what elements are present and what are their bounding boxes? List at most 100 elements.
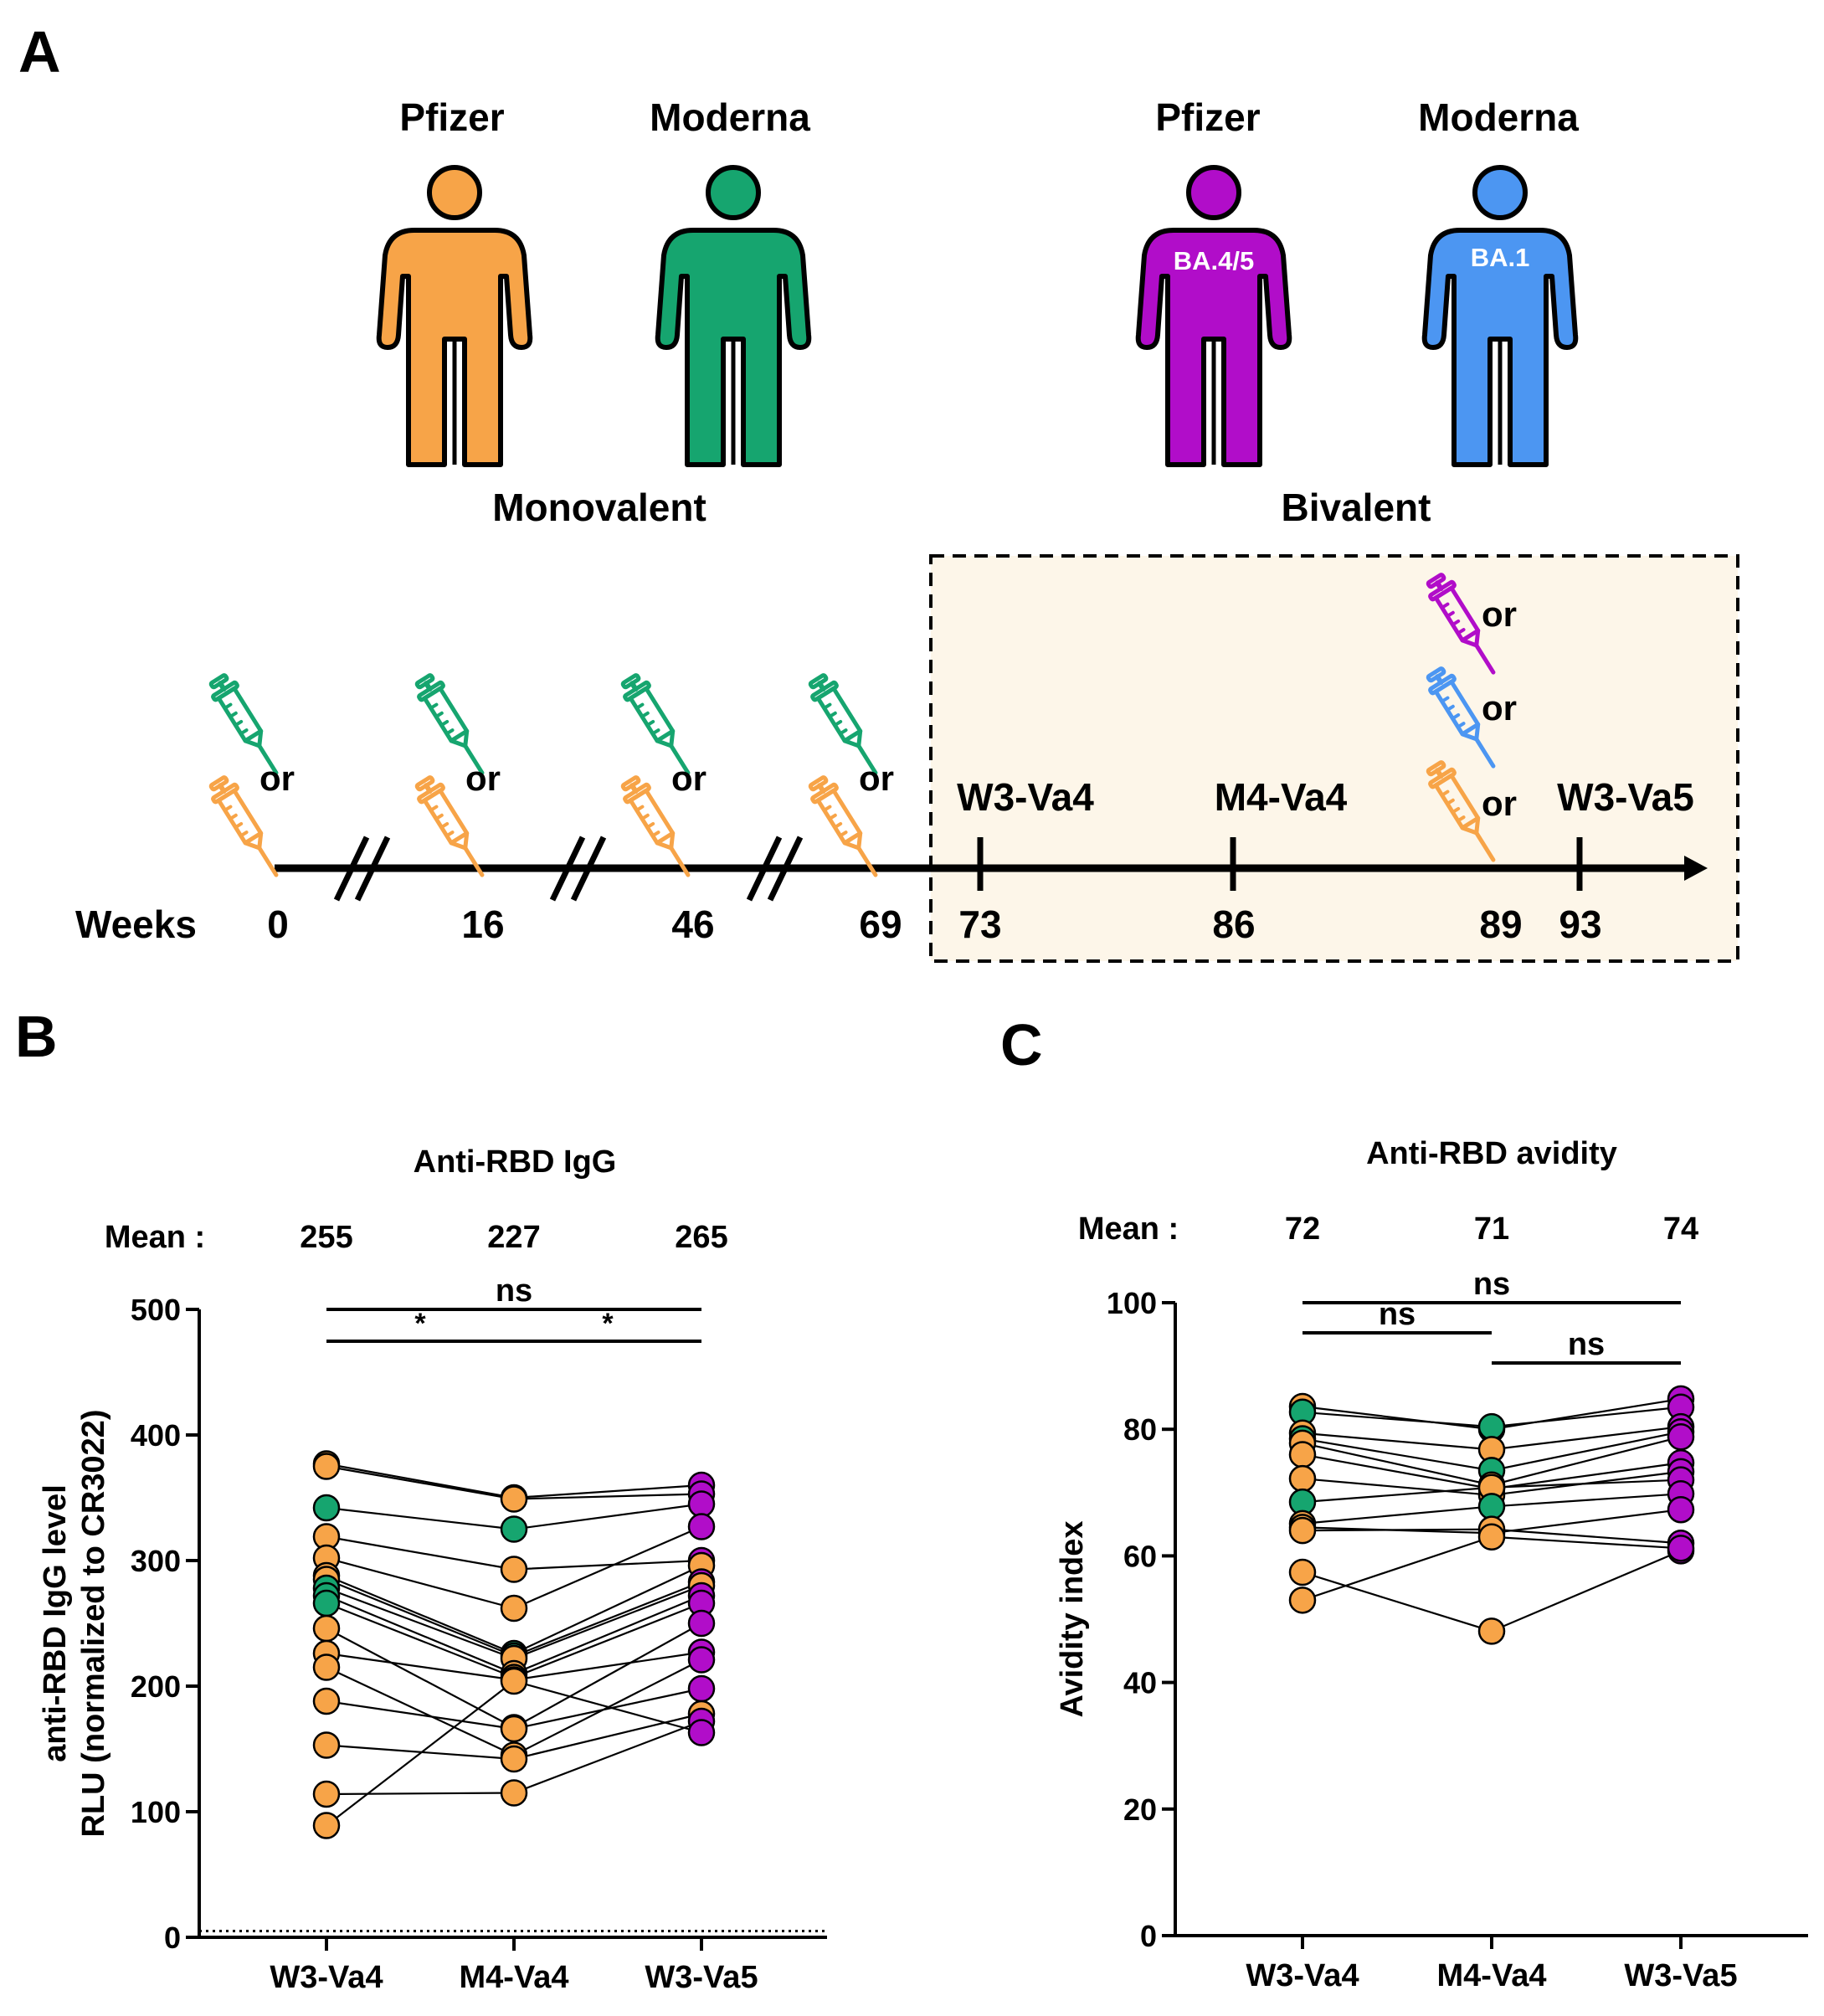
data-point: [500, 1745, 528, 1773]
data-point: [500, 1515, 528, 1543]
panel-label-b: B: [15, 1004, 58, 1069]
data-point: [312, 1731, 341, 1759]
y-tick-label: 80: [1123, 1412, 1157, 1447]
data-point: [312, 1687, 341, 1715]
y-axis-label: anti-RBD IgG level RLU (normalized to CR3…: [38, 1410, 111, 1838]
mean-label: Mean :: [105, 1220, 205, 1255]
data-point: [687, 1490, 716, 1518]
or-label: or: [259, 759, 295, 798]
axis-break-mark: [549, 836, 607, 902]
x-tick-label: W3-Va4: [270, 1960, 383, 1995]
data-point: [687, 1674, 716, 1703]
data-point: [1288, 1441, 1317, 1468]
timeline: [275, 836, 1708, 902]
data-point: [500, 1667, 528, 1695]
data-point: [1477, 1523, 1506, 1551]
person-icon: [655, 165, 812, 467]
person-badge: BA.4/5: [1174, 246, 1254, 275]
data-point: [1288, 1587, 1317, 1614]
panel-label-a: A: [18, 19, 61, 85]
person-brand-label: Pfizer: [399, 95, 504, 139]
weeks-label: Weeks: [75, 903, 197, 946]
person-brand-label: Moderna: [650, 95, 810, 139]
data-point: [500, 1779, 528, 1807]
mean-value: 255: [300, 1220, 352, 1255]
y-tick-label: 0: [164, 1921, 181, 1955]
week-label: 46: [671, 903, 714, 946]
bivalent-period-box: [929, 554, 1739, 963]
moderna-mono-person: Moderna: [650, 95, 812, 467]
group-monovalent-label: Monovalent: [492, 486, 706, 529]
chart-anti-rbd-igg: Anti-RBD IgG Mean : 255 227 265 0 100 200 300 400…: [38, 1144, 827, 1995]
data-point: [312, 1494, 341, 1522]
data-point: [500, 1715, 528, 1743]
data-point: [1288, 1516, 1317, 1545]
week-label: 16: [461, 903, 504, 946]
person-badge: BA.1: [1471, 243, 1530, 272]
y-axis-label-line1: Avidity index: [1055, 1520, 1090, 1717]
y-tick-label: 400: [131, 1418, 181, 1453]
week-label: 0: [267, 903, 289, 946]
data-point: [312, 1812, 341, 1839]
significance-label: *: [414, 1308, 426, 1340]
person-icon: BA.1: [1421, 165, 1579, 467]
significance-label: ns: [496, 1273, 532, 1309]
y-tick-label: 100: [1107, 1286, 1157, 1320]
data-point: [1667, 1535, 1695, 1562]
data-point: [687, 1609, 716, 1638]
data-point: [1667, 1495, 1695, 1524]
data-point: [312, 1453, 341, 1480]
week-label: 86: [1212, 903, 1255, 946]
panel-label-c: C: [1000, 1012, 1043, 1077]
or-label: or: [859, 759, 894, 798]
y-tick-label: 40: [1123, 1666, 1157, 1700]
visit-label-w3-va4: W3-Va4: [957, 775, 1094, 819]
person-brand-label: Pfizer: [1155, 95, 1260, 139]
data-point: [312, 1780, 341, 1808]
chart-title: Anti-RBD IgG: [414, 1144, 617, 1180]
week-label: 93: [1559, 903, 1601, 946]
axis-break-mark: [746, 836, 804, 902]
significance-label: ns: [1568, 1327, 1605, 1362]
y-tick-label: 0: [1140, 1919, 1157, 1953]
x-tick-label: M4-Va4: [460, 1960, 569, 1995]
x-tick-label: W3-Va5: [645, 1960, 758, 1995]
chart-anti-rbd-avidity: Anti-RBD avidity Mean : 72 71 74 0 20 40 60 80 100…: [1055, 1136, 1808, 1993]
y-tick-label: 200: [131, 1669, 181, 1704]
mean-value: 227: [487, 1220, 540, 1255]
x-tick-label: W3-Va5: [1624, 1958, 1737, 1993]
or-label: or: [1482, 688, 1517, 728]
week-label: 89: [1479, 903, 1522, 946]
y-tick-label: 500: [131, 1293, 181, 1327]
y-axis-label-line2: RLU (normalized to CR3022): [76, 1410, 111, 1838]
or-label: or: [1482, 594, 1517, 634]
chart-title: Anti-RBD avidity: [1366, 1136, 1617, 1171]
data-point: [312, 1589, 341, 1617]
y-tick-label: 60: [1123, 1539, 1157, 1573]
mean-value: 71: [1474, 1211, 1509, 1247]
data-point: [500, 1594, 528, 1623]
data-point: [687, 1719, 716, 1746]
person-icon: [376, 165, 533, 467]
data-point: [500, 1556, 528, 1583]
mean-label: Mean :: [1078, 1211, 1179, 1247]
or-label: or: [465, 759, 501, 798]
data-point: [687, 1513, 716, 1540]
y-tick-label: 20: [1123, 1792, 1157, 1827]
mean-value: 265: [675, 1220, 727, 1255]
y-axis-label-line1: anti-RBD IgG level: [38, 1484, 73, 1762]
significance-label: *: [602, 1308, 614, 1340]
mean-value: 74: [1663, 1211, 1698, 1247]
data-point: [1667, 1423, 1695, 1451]
data-point: [1477, 1617, 1506, 1645]
significance-label: ns: [1379, 1297, 1416, 1332]
y-tick-label: 100: [131, 1795, 181, 1829]
or-label: or: [1482, 784, 1517, 823]
data-point: [500, 1485, 528, 1513]
pfizer-biv-person: Pfizer BA.4/5: [1135, 95, 1292, 467]
significance-label: ns: [1473, 1267, 1510, 1302]
y-axis-label: Avidity index: [1055, 1520, 1090, 1717]
axis-break-mark: [333, 836, 391, 902]
x-tick-label: W3-Va4: [1246, 1958, 1359, 1993]
